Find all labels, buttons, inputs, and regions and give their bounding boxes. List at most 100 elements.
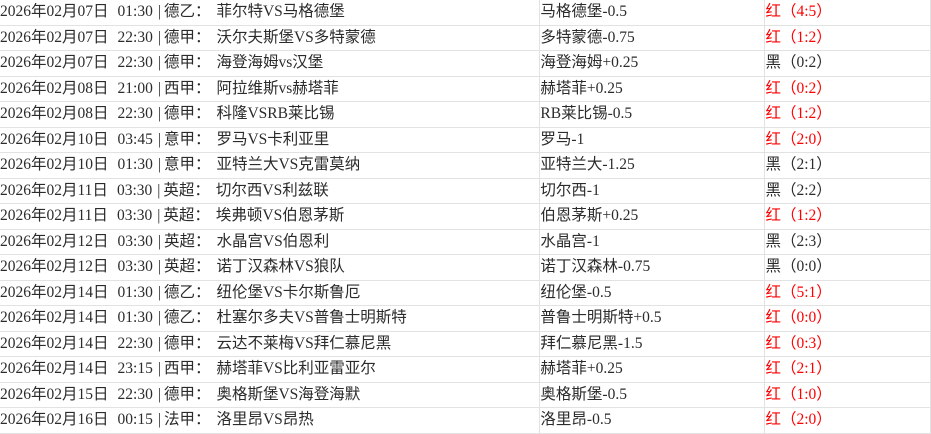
field-separator: |	[157, 283, 161, 301]
field-separator: |	[157, 385, 161, 403]
table-row[interactable]: 2026年02月14日 01:30 | 德乙： 纽伦堡VS卡尔斯鲁厄 纽伦堡-0.5 红（5…	[0, 280, 931, 306]
league-colon: ：	[194, 28, 211, 46]
table-row[interactable]: 2026年02月15日 22:30 | 德甲： 奥格斯堡VS海登海默 奥格斯堡-0.5 红（…	[0, 382, 931, 408]
match-time: 03:30	[116, 181, 153, 199]
result-badge: 红（1:0）	[765, 385, 832, 403]
match-info-cell: 2026年02月16日 00:15 | 法甲： 洛里昂VS昂热	[0, 407, 541, 434]
result-cell: 红（0:2）	[764, 76, 931, 102]
match-teams: 亚特兰大VS克雷莫纳	[216, 156, 361, 173]
match-teams: 菲尔特VS马格德堡	[216, 3, 345, 20]
league-name: 西甲	[163, 79, 195, 97]
match-time: 22:30	[117, 334, 153, 352]
match-time: 01:30	[117, 309, 153, 326]
match-teams: 罗马VS卡利亚里	[216, 130, 330, 148]
match-teams: 云达不莱梅VS拜仁慕尼黑	[216, 334, 392, 352]
table-row[interactable]: 2026年02月10日 01:30 | 意甲： 亚特兰大VS克雷莫纳 亚特兰大-1.25 黑…	[0, 152, 931, 179]
handicap-cell: 赫塔菲+0.25	[539, 76, 766, 102]
league-colon: ：	[194, 360, 211, 377]
table-row[interactable]: 2026年02月07日 22:30 | 德甲： 海登海姆vs汉堡 海登海姆+0.25 黑（0…	[0, 50, 931, 77]
league-colon: ：	[194, 181, 210, 199]
league-name: 英超	[163, 181, 195, 199]
table-row[interactable]: 2026年02月07日 01:30 | 德乙： 菲尔特VS马格德堡 马格德堡-0.5 红（4…	[0, 0, 931, 26]
match-time: 01:30	[117, 3, 153, 20]
handicap-value: 赫塔菲+0.25	[540, 79, 623, 97]
handicap-value: 海登海姆+0.25	[540, 54, 639, 71]
result-cell: 红（1:0）	[764, 382, 931, 408]
field-separator: |	[157, 232, 161, 250]
league-colon: ：	[194, 207, 210, 224]
table-row[interactable]: 2026年02月11日 03:30 | 英超： 切尔西VS利兹联 切尔西-1 黑（2:2）	[0, 178, 931, 204]
field-separator: |	[157, 207, 161, 224]
field-separator: |	[157, 130, 161, 148]
field-separator: |	[157, 181, 161, 199]
league-colon: ：	[194, 309, 211, 326]
league-colon: ：	[194, 232, 211, 250]
result-cell: 红（5:1）	[764, 280, 931, 306]
league-colon: ：	[194, 54, 211, 71]
handicap-value: 拜仁慕尼黑-1.5	[540, 334, 643, 352]
match-date: 2026年02月07日	[0, 54, 109, 71]
match-time: 03:45	[117, 130, 153, 148]
field-separator: |	[157, 79, 161, 97]
match-info-cell: 2026年02月14日 01:30 | 德乙： 杜塞尔多夫VS普鲁士明斯特	[0, 305, 541, 332]
table-row[interactable]: 2026年02月08日 21:00 | 西甲： 阿拉维斯vs赫塔菲 赫塔菲+0.25 红（0…	[0, 76, 931, 102]
result-cell: 黑（2:3）	[764, 229, 931, 255]
table-row[interactable]: 2026年02月11日 03:30 | 英超： 埃弗顿VS伯恩茅斯 伯恩茅斯+0.25 红（…	[0, 203, 931, 230]
match-date: 2026年02月14日	[0, 309, 109, 326]
match-date: 2026年02月11日	[0, 181, 108, 199]
match-date: 2026年02月15日	[0, 385, 109, 403]
table-row[interactable]: 2026年02月10日 03:45 | 意甲： 罗马VS卡利亚里 罗马-1 红（2:0）	[0, 127, 931, 153]
match-info-cell: 2026年02月11日 03:30 | 英超： 切尔西VS利兹联	[0, 178, 541, 204]
match-date: 2026年02月14日	[0, 334, 109, 352]
match-time: 03:30	[117, 258, 153, 275]
match-date: 2026年02月12日	[0, 232, 109, 250]
table-row[interactable]: 2026年02月14日 01:30 | 德乙： 杜塞尔多夫VS普鲁士明斯特 普鲁士明斯特+…	[0, 305, 931, 332]
handicap-value: RB莱比锡-0.5	[540, 105, 633, 122]
league-colon: ：	[194, 105, 211, 122]
result-badge: 红（1:2）	[765, 28, 832, 46]
match-date: 2026年02月12日	[0, 258, 109, 275]
result-cell: 黑（0:0）	[764, 254, 931, 281]
league-name: 德甲	[163, 28, 195, 46]
league-name: 英超	[163, 232, 195, 250]
result-cell: 黑（0:2）	[764, 50, 931, 77]
table-row[interactable]: 2026年02月14日 22:30 | 德甲： 云达不莱梅VS拜仁慕尼黑 拜仁慕尼黑-1.…	[0, 331, 931, 357]
handicap-cell: 洛里昂-0.5	[539, 407, 766, 434]
table-row[interactable]: 2026年02月12日 03:30 | 英超： 诺丁汉森林VS狼队 诺丁汉森林-0.75 黑…	[0, 254, 931, 281]
league-name: 英超	[163, 207, 195, 224]
table-row[interactable]: 2026年02月07日 22:30 | 德甲： 沃尔夫斯堡VS多特蒙德 多特蒙德-0.75…	[0, 25, 931, 51]
league-name: 德乙	[163, 309, 195, 326]
table-row[interactable]: 2026年02月16日 00:15 | 法甲： 洛里昂VS昂热 洛里昂-0.5 红（2:0）	[0, 407, 931, 434]
match-info-cell: 2026年02月10日 03:45 | 意甲： 罗马VS卡利亚里	[0, 127, 541, 153]
result-badge: 红（2:0）	[765, 130, 832, 148]
result-badge: 红（0:0）	[765, 309, 832, 326]
field-separator: |	[157, 54, 161, 71]
field-separator: |	[157, 411, 161, 428]
result-badge: 黑（0:0）	[765, 258, 832, 275]
league-colon: ：	[194, 156, 211, 173]
league-colon: ：	[194, 334, 211, 352]
match-info-cell: 2026年02月14日 23:15 | 西甲： 赫塔菲VS比利亚雷亚尔	[0, 356, 541, 383]
match-date: 2026年02月11日	[0, 207, 108, 224]
match-time: 00:15	[117, 411, 153, 428]
league-colon: ：	[194, 411, 211, 428]
match-teams: 纽伦堡VS卡尔斯鲁厄	[216, 283, 361, 301]
league-name: 德甲	[163, 54, 195, 71]
match-teams: 埃弗顿VS伯恩茅斯	[215, 207, 345, 224]
match-teams: 沃尔夫斯堡VS多特蒙德	[216, 28, 376, 46]
handicap-cell: 赫塔菲+0.25	[539, 356, 766, 383]
result-cell: 黑（2:1）	[764, 152, 931, 179]
table-row[interactable]: 2026年02月14日 23:15 | 西甲： 赫塔菲VS比利亚雷亚尔 赫塔菲+0.25 红…	[0, 356, 931, 383]
result-badge: 红（1:2）	[765, 105, 832, 122]
result-badge: 红（1:2）	[765, 207, 832, 224]
handicap-cell: 马格德堡-0.5	[539, 0, 766, 26]
table-row[interactable]: 2026年02月08日 22:30 | 德甲： 科隆VSRB莱比锡 RB莱比锡-0.5 红（…	[0, 101, 931, 128]
match-info-cell: 2026年02月07日 22:30 | 德甲： 沃尔夫斯堡VS多特蒙德	[0, 25, 541, 51]
field-separator: |	[157, 309, 161, 326]
match-date: 2026年02月08日	[0, 79, 109, 97]
table-row[interactable]: 2026年02月12日 03:30 | 英超： 水晶宫VS伯恩利 水晶宫-1 黑（2:3）	[0, 229, 931, 255]
match-info-cell: 2026年02月08日 22:30 | 德甲： 科隆VSRB莱比锡	[0, 101, 541, 128]
handicap-value: 马格德堡-0.5	[540, 3, 627, 20]
league-name: 西甲	[163, 360, 195, 377]
